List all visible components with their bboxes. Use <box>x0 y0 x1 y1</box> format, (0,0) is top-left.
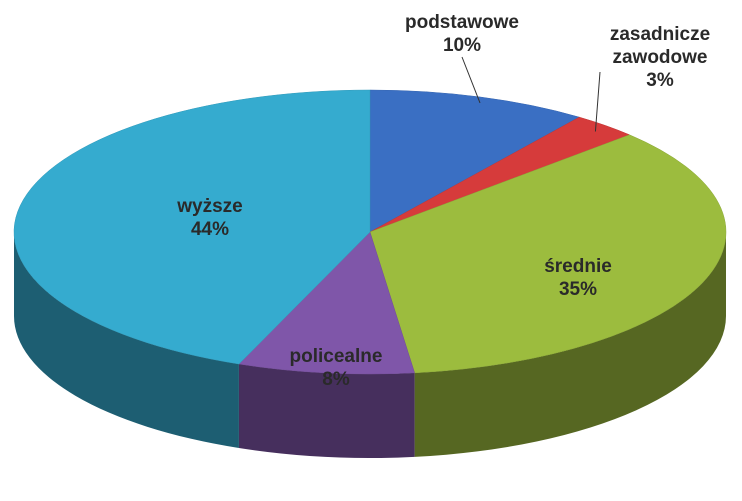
label-line: policealne <box>290 346 383 367</box>
tops <box>13 89 727 375</box>
value-label: 10% <box>443 35 481 56</box>
value-label: 44% <box>191 219 229 240</box>
pie-side <box>414 232 727 457</box>
slice-label: zasadnicze zawodowe <box>610 24 710 68</box>
pie-slice <box>238 231 415 375</box>
pie-slice <box>369 89 580 233</box>
slice-label: średnie <box>544 256 612 277</box>
label-line: wyższe <box>176 196 242 217</box>
pie-side <box>238 364 415 458</box>
slice-label: podstawowe <box>405 12 519 33</box>
label-line: średnie <box>544 256 612 277</box>
value-label: 35% <box>559 279 597 300</box>
value-label: 8% <box>322 369 350 390</box>
leader-line <box>461 56 481 104</box>
sides <box>14 232 727 458</box>
pie-slice <box>369 134 727 374</box>
value-label: 3% <box>646 70 674 91</box>
pie-slice <box>13 89 371 365</box>
label-line: podstawowe <box>405 12 519 33</box>
leader-line <box>594 71 601 132</box>
label-line: zawodowe <box>612 47 707 68</box>
label-line: zasadnicze <box>610 24 710 45</box>
pie-side <box>14 232 239 449</box>
slice-label: policealne <box>290 346 383 367</box>
slice-label: wyższe <box>176 196 242 217</box>
